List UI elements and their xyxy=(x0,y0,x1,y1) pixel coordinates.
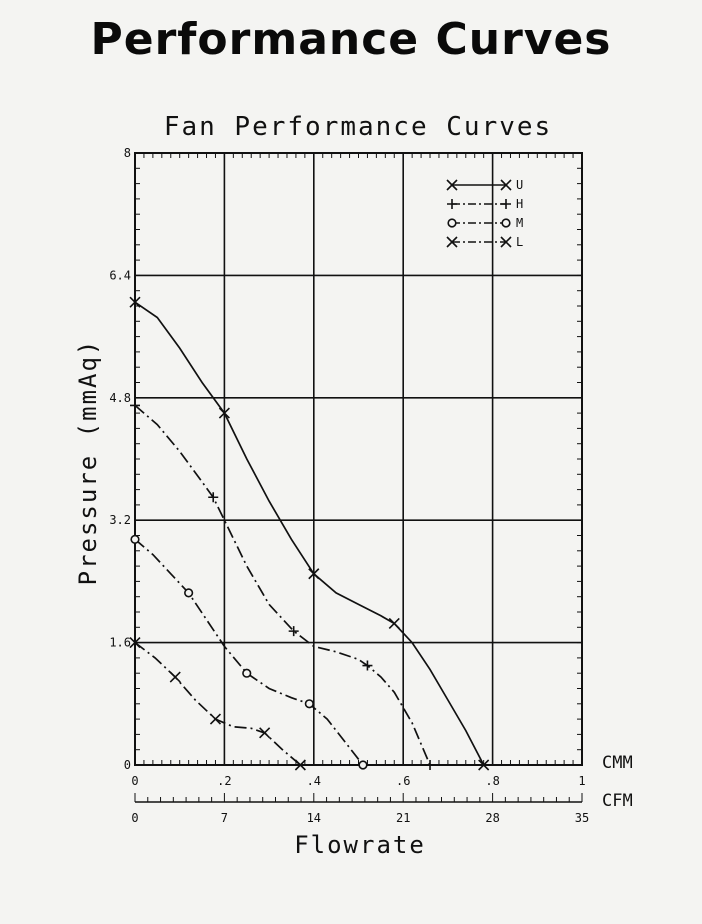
y-tick-label: 8 xyxy=(124,146,131,160)
curve-h xyxy=(134,404,431,766)
marker-x xyxy=(129,296,141,308)
x-axis-label: Flowrate xyxy=(294,831,426,859)
cfm-tick-label: 7 xyxy=(221,811,228,825)
marker-plus xyxy=(130,400,140,411)
y-tick-label: 6.4 xyxy=(109,268,131,282)
marker-plus xyxy=(501,199,511,209)
curve-l xyxy=(134,641,301,766)
x-axis-ticks: 0 .2 .4 .6 .8 1 xyxy=(131,774,585,788)
marker-x xyxy=(169,671,181,683)
legend-label-m: M xyxy=(516,216,523,230)
y-tick-label: 1.6 xyxy=(109,636,131,650)
marker-plus xyxy=(447,199,457,209)
y-tick-label: 4.8 xyxy=(109,391,131,405)
marker-x xyxy=(500,179,512,191)
legend-label-h: H xyxy=(516,197,523,211)
marker-plus xyxy=(288,626,299,637)
grid-lines xyxy=(135,153,582,765)
curve-u xyxy=(134,301,485,766)
legend-label-l: L xyxy=(516,235,523,249)
y-axis-ticks: 0 1.6 3.2 4.8 6.4 8 xyxy=(109,146,131,772)
x-tick-label: 0 xyxy=(131,774,138,788)
marker-plus xyxy=(425,760,436,770)
marker-circle xyxy=(130,534,140,544)
cfm-tick-label: 14 xyxy=(307,811,321,825)
plot-border xyxy=(134,152,583,766)
marker-plus xyxy=(208,492,219,503)
marker-x xyxy=(209,713,222,725)
y-tick-label: 3.2 xyxy=(109,513,131,527)
marker-plus xyxy=(362,660,373,671)
x-tick-label: .4 xyxy=(307,774,321,788)
y-axis-label: Pressure (mmAq) xyxy=(74,339,102,586)
curves xyxy=(129,296,490,771)
marker-circle xyxy=(184,588,194,598)
plot-frame xyxy=(134,152,583,766)
page-title: Performance Curves xyxy=(90,14,612,65)
cfm-tick-label: 35 xyxy=(575,811,589,825)
cfm-tick-label: 28 xyxy=(485,811,499,825)
marker-circle xyxy=(304,699,314,709)
x-tick-label: 1 xyxy=(578,774,585,788)
unit-cmm-label: CMM xyxy=(602,753,633,773)
marker-x xyxy=(388,617,400,630)
marker-x xyxy=(478,759,490,771)
cfm-axis: 0 7 14 21 28 35 xyxy=(131,793,589,825)
marker-circle xyxy=(501,218,511,228)
chart-title: Fan Performance Curves xyxy=(164,112,552,142)
marker-x xyxy=(500,236,512,248)
marker-circle xyxy=(358,760,368,770)
marker-x xyxy=(129,637,141,649)
curve-m xyxy=(134,538,364,766)
cfm-tick-label: 0 xyxy=(131,811,138,825)
marker-x xyxy=(446,236,458,248)
marker-x xyxy=(308,568,320,580)
marker-x xyxy=(259,727,271,739)
x-tick-label: .6 xyxy=(396,774,410,788)
cfm-tick-label: 21 xyxy=(396,811,410,825)
marker-x xyxy=(294,759,306,771)
marker-x xyxy=(446,179,458,191)
x-tick-label: .8 xyxy=(485,774,499,788)
marker-circle xyxy=(447,218,457,228)
legend-label-u: U xyxy=(516,178,523,192)
marker-circle xyxy=(242,668,252,678)
unit-cfm-label: CFM xyxy=(602,791,633,811)
x-tick-label: .2 xyxy=(217,774,231,788)
y-tick-label: 0 xyxy=(124,758,131,772)
marker-x xyxy=(218,407,230,419)
